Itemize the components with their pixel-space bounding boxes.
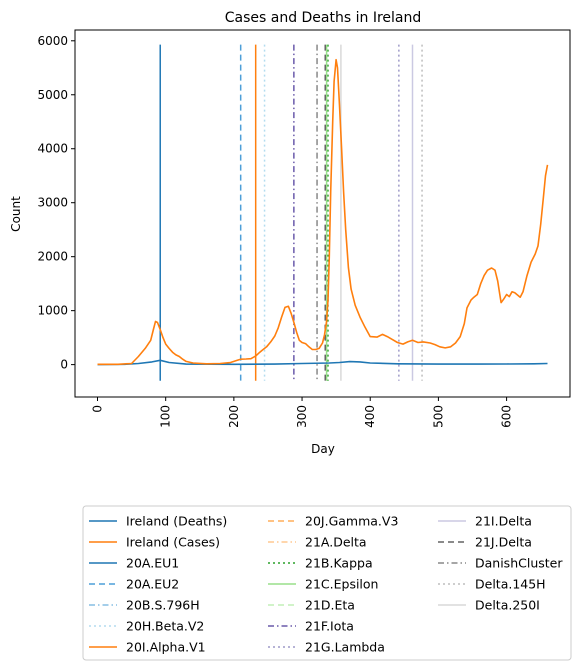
y-axis: 0 1000 2000 3000 4000 5000 6000: [37, 34, 75, 372]
legend-label-20a-eu2: 20A.EU2: [126, 577, 179, 592]
x-tick-label: 500: [431, 405, 445, 428]
y-tick-label: 0: [60, 358, 68, 372]
x-tick-label: 100: [159, 405, 173, 428]
legend-label-delta-145h: Delta.145H: [475, 577, 546, 592]
legend-label-ireland-cases: Ireland (Cases): [126, 535, 220, 550]
y-tick-label: 4000: [37, 142, 68, 156]
legend-label-21a-delta: 21A.Delta: [305, 535, 367, 550]
plot-frame: [74, 29, 571, 398]
y-tick-label: 3000: [37, 196, 68, 210]
legend-label-delta-250i: Delta.250I: [475, 598, 540, 613]
legend-label-20j-gamma-v3: 20J.Gamma.V3: [305, 514, 398, 529]
legend-label-21i-delta: 21I.Delta: [475, 514, 532, 529]
plot-area: [97, 44, 549, 381]
y-axis-label: Count: [9, 196, 23, 232]
legend-label-20a-eu1: 20A.EU1: [126, 556, 179, 571]
y-tick-label: 6000: [37, 34, 68, 48]
legend-label-20b-s-796h: 20B.S.796H: [126, 598, 200, 613]
x-tick-label: 300: [295, 405, 309, 428]
y-tick-label: 2000: [37, 250, 68, 264]
legend-label-20h-beta-v2: 20H.Beta.V2: [126, 619, 204, 634]
x-tick-label: 400: [363, 405, 377, 428]
legend-label-danishcluster: DanishCluster: [475, 556, 563, 571]
chart-title: Cases and Deaths in Ireland: [225, 10, 422, 26]
x-axis-label: Day: [311, 442, 335, 456]
legend-label-21d-eta: 21D.Eta: [305, 598, 355, 613]
legend-label-21c-epsilon: 21C.Epsilon: [305, 577, 378, 592]
legend: Ireland (Deaths) Ireland (Cases) 20A.EU1 20…: [82, 505, 572, 661]
series-line-ireland-deaths: [97, 359, 548, 366]
legend-label-21g-lambda: 21G.Lambda: [305, 640, 385, 655]
legend-label-ireland-deaths: Ireland (Deaths): [126, 514, 227, 529]
x-tick-label: 600: [500, 405, 514, 428]
legend-label-21b-kappa: 21B.Kappa: [305, 556, 373, 571]
y-tick-label: 1000: [37, 304, 68, 318]
x-axis: 0 100 200 300 400 500 600: [91, 397, 514, 428]
series-line-ireland-cases: [97, 58, 549, 366]
legend-label-21j-delta: 21J.Delta: [475, 535, 532, 550]
legend-label-20i-alpha-v1: 20I.Alpha.V1: [126, 640, 206, 655]
y-tick-label: 5000: [37, 88, 68, 102]
legend-frame: [82, 505, 572, 661]
x-tick-label: 200: [227, 405, 241, 428]
x-tick-label: 0: [91, 405, 105, 413]
legend-label-21f-iota: 21F.Iota: [305, 619, 354, 634]
